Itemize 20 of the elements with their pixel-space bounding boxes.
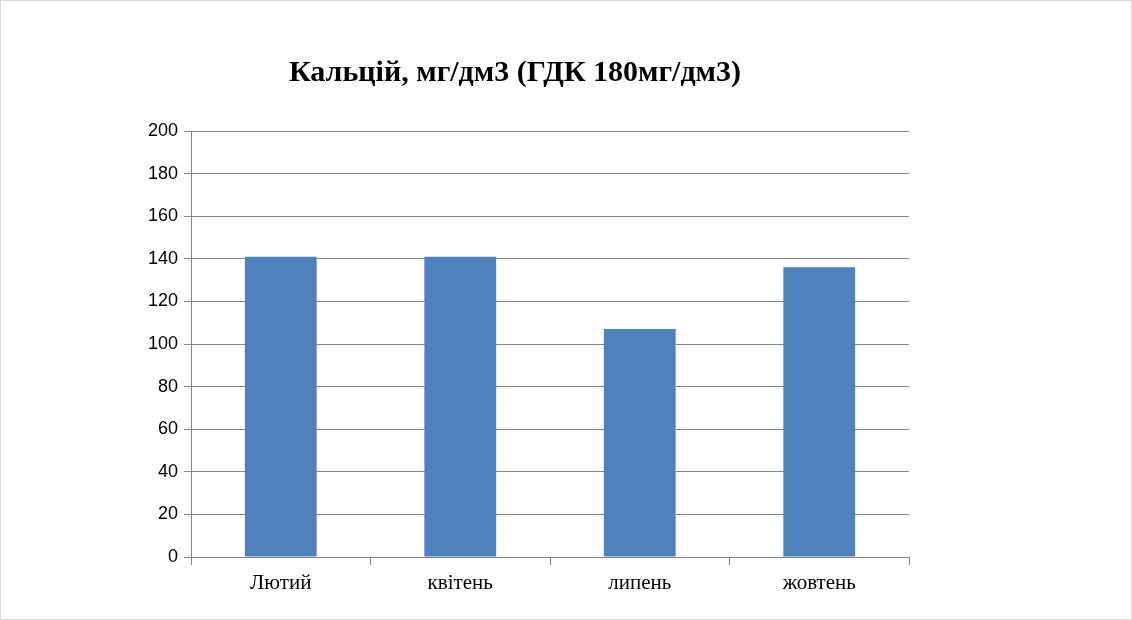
bar: [244, 256, 317, 557]
x-tick-label: жовтень: [781, 570, 856, 595]
x-tick-label: липень: [608, 570, 672, 595]
y-tick-label: 160: [147, 205, 178, 226]
bar: [424, 256, 497, 557]
y-tick-label: 40: [157, 460, 178, 481]
y-tick-label: 200: [147, 119, 178, 140]
bar: [603, 329, 676, 557]
y-tick-label: 80: [157, 375, 178, 396]
y-tick-label: 120: [147, 290, 178, 311]
y-tick-label: 180: [147, 162, 178, 183]
y-tick-label: 60: [157, 418, 178, 439]
chart-title: Кальцій, мг/дм3 (ГДК 180мг/дм3): [288, 53, 742, 88]
y-tick-label: 100: [147, 332, 178, 353]
y-tick-label: 0: [167, 545, 178, 566]
bar: [783, 267, 856, 557]
y-tick-label: 140: [147, 247, 178, 268]
y-tick-label: 20: [157, 503, 178, 524]
x-tick-label: Лютий: [250, 570, 312, 595]
x-tick-label: квітень: [427, 570, 493, 595]
